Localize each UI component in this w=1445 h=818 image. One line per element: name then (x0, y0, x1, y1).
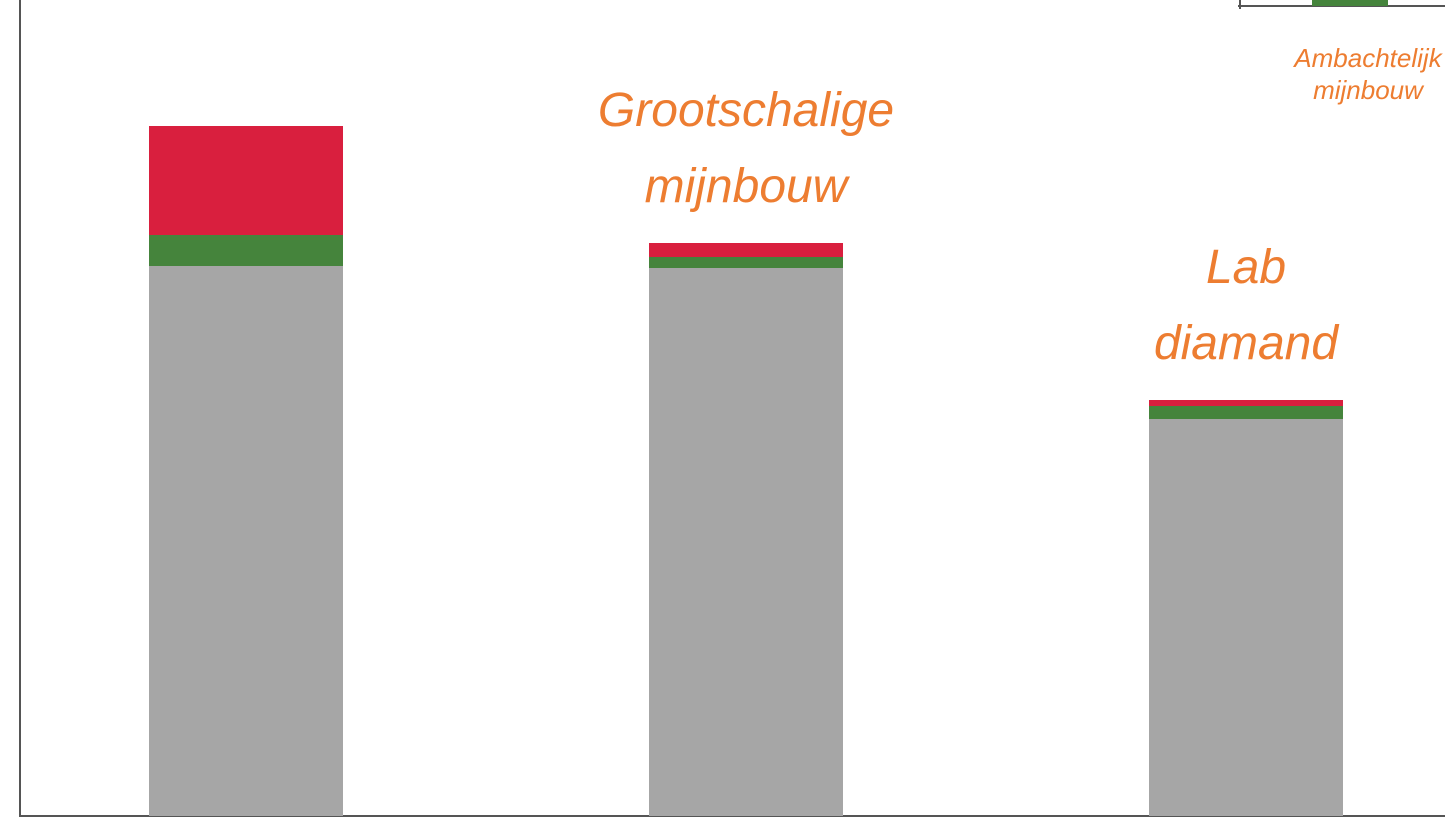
category-label: Grootschalige mijnbouw (598, 84, 894, 213)
bar-segment (1149, 419, 1343, 816)
bar-segment (149, 266, 343, 816)
category-label: Lab diamand (1154, 241, 1339, 370)
annotation: Ambachtelijk mijnbouw (1292, 43, 1443, 105)
bar-segment (149, 126, 343, 235)
bar-segment (649, 268, 843, 816)
bar-segment (1149, 400, 1343, 406)
bar-segment (649, 257, 843, 268)
bar-segment (1149, 406, 1343, 419)
bar-segment (649, 243, 843, 257)
bar-segment (149, 235, 343, 266)
inset-bar (1312, 0, 1388, 6)
